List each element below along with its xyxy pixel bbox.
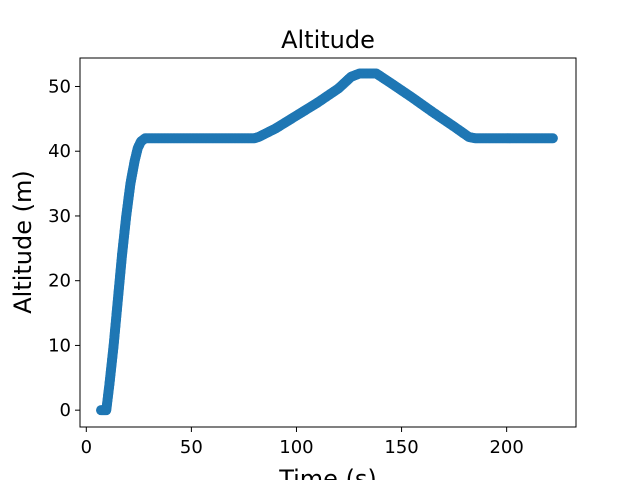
x-tick-label: 50 — [180, 437, 203, 458]
chart-title: Altitude — [281, 26, 375, 54]
y-axis-label: Altitude (m) — [9, 170, 37, 314]
y-tick-label: 50 — [48, 76, 71, 97]
y-tick-label: 10 — [48, 335, 71, 356]
y-tick-label: 20 — [48, 271, 71, 292]
x-axis-label: Time (s) — [278, 465, 377, 480]
data-point — [547, 133, 558, 144]
axes-frame — [79, 57, 577, 428]
axis-ticks: 0 50 100 150 200 0 10 20 30 40 50 — [48, 76, 524, 458]
y-tick-label: 0 — [60, 400, 71, 421]
x-tick-label: 100 — [279, 437, 313, 458]
x-tick-label: 0 — [81, 437, 92, 458]
y-tick-label: 40 — [48, 141, 71, 162]
x-tick-label: 200 — [489, 437, 523, 458]
plot-area — [96, 68, 558, 416]
y-tick-label: 30 — [48, 206, 71, 227]
x-tick-label: 150 — [384, 437, 418, 458]
